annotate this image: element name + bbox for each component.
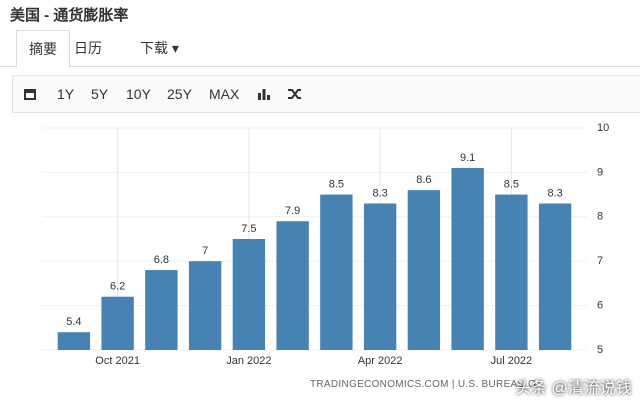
x-tick-label: Jul 2022: [491, 355, 533, 367]
value-label: 8.3: [547, 187, 562, 199]
page-title: 美国 - 通货膨胀率: [10, 7, 129, 24]
tab-label: 下载: [140, 40, 168, 56]
y-tick-label: 8: [597, 211, 603, 223]
value-label: 8.5: [504, 179, 519, 191]
y-tick-label: 10: [597, 122, 609, 134]
chart: 5 6 7 8 9 10 5.4 Oct 2021 6.2 6.8 7 Jan 2022 7.5 7.9 8…: [42, 122, 609, 367]
tab[interactable]: 下载 ▾: [140, 40, 179, 56]
bar: [451, 167, 484, 350]
tab[interactable]: 摘要: [16, 30, 70, 68]
x-tick-label: Apr 2022: [358, 355, 403, 367]
range-button[interactable]: 1Y: [57, 86, 75, 102]
watermark: 头条 @清流说钱: [515, 380, 632, 397]
bar: [145, 270, 178, 350]
value-label: 9.1: [460, 152, 475, 164]
value-label: 5.4: [66, 316, 81, 328]
calendar-icon[interactable]: [23, 87, 37, 101]
shuffle-icon[interactable]: [287, 87, 303, 101]
y-tick-label: 6: [597, 300, 603, 312]
value-label: 6.8: [154, 254, 169, 266]
value-label: 8.3: [372, 187, 387, 199]
tab[interactable]: 日历: [74, 40, 102, 56]
value-label: 7.5: [241, 223, 256, 235]
toolbar: 1Y 5Y 10Y 25Y MAX: [12, 75, 640, 113]
range-button[interactable]: 10Y: [126, 86, 151, 102]
range-button[interactable]: 5Y: [91, 86, 109, 102]
bar-chart-icon[interactable]: [257, 87, 271, 101]
x-tick-label: Jan 2022: [226, 355, 271, 367]
range-button[interactable]: MAX: [209, 86, 240, 102]
y-tick-label: 9: [597, 166, 603, 178]
value-label: 8.6: [416, 174, 431, 186]
bar: [276, 221, 309, 350]
bar: [188, 261, 222, 350]
bar: [101, 296, 134, 350]
bar: [57, 332, 91, 350]
y-tick-label: 7: [597, 255, 603, 267]
value-label: 7.9: [285, 205, 300, 217]
value-label: 8.5: [329, 179, 344, 191]
bar: [407, 190, 441, 350]
source: TRADINGECONOMICS.COM | U.S. BUREAU O: [310, 379, 537, 390]
bar: [232, 239, 266, 350]
value-label: 7: [202, 245, 208, 257]
tab-bar: 摘要 日历 下载 ▾: [0, 30, 640, 68]
range-button[interactable]: 25Y: [167, 86, 192, 102]
bar: [538, 203, 572, 350]
bar: [363, 203, 397, 350]
value-label: 6.2: [110, 281, 125, 293]
bar: [320, 194, 353, 350]
x-tick-label: Oct 2021: [95, 355, 140, 367]
bar: [495, 194, 528, 350]
y-tick-label: 5: [597, 344, 603, 356]
